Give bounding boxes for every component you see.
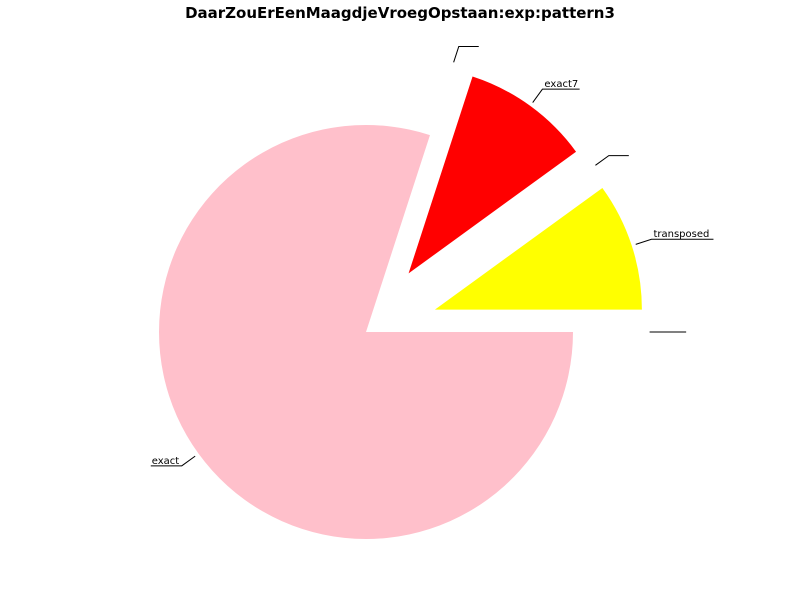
pie-slice-label-5: exact [152, 456, 180, 467]
pie-leader-line-3 [532, 88, 580, 103]
pie-leader-line-5 [150, 455, 196, 467]
pie-leader-line-4 [453, 46, 479, 63]
pie-slice-5 [159, 125, 573, 540]
pie-slice-1 [434, 187, 642, 310]
pie-slice-3 [408, 76, 577, 274]
pie-slice-label-1: transposed [653, 229, 709, 240]
chart-title: DaarZouErEenMaagdjeVroegOpstaan:exp:patt… [185, 4, 615, 22]
pie-slice-label-3: exact7 [544, 79, 578, 90]
pie-leader-line-2 [595, 155, 629, 166]
pie-leader-line-1 [635, 238, 714, 245]
